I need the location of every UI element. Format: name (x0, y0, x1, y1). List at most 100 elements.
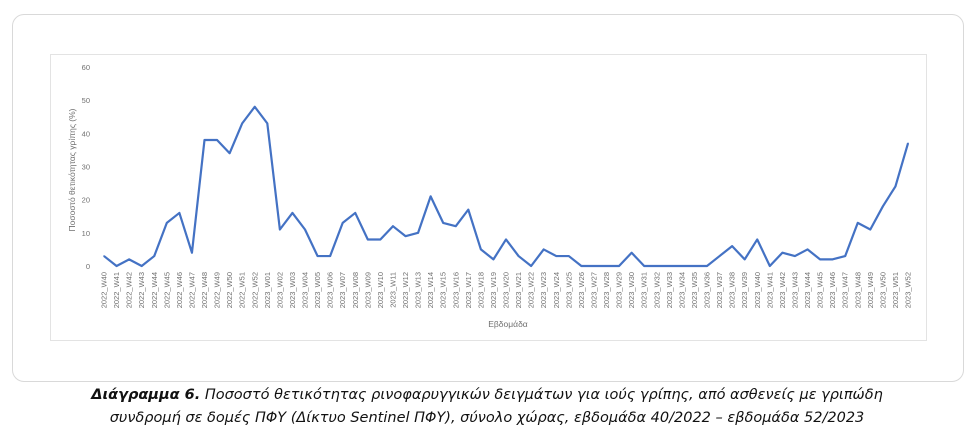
data-point (794, 255, 796, 257)
data-point (756, 238, 759, 241)
data-point (894, 185, 897, 188)
x-tick-label: 2023_W33 (665, 272, 674, 308)
caption-line-1: Διάγραμμα 6. Ποσοστό θετικότητας ρινοφαρ… (0, 384, 974, 407)
x-tick-label: 2022_W47 (187, 272, 196, 308)
data-point (279, 228, 281, 231)
data-point (140, 265, 143, 267)
data-point (166, 222, 168, 224)
data-point (706, 265, 708, 267)
x-tick-label: 2023_W17 (464, 272, 473, 308)
data-point (693, 265, 696, 267)
y-tick-label: 60 (82, 63, 90, 72)
x-tick-label: 2023_W50 (878, 272, 887, 308)
x-tick-label: 2023_W51 (891, 272, 900, 308)
x-tick-label: 2023_W42 (778, 272, 787, 308)
data-point (480, 248, 482, 251)
x-axis-ticks: 2022_W40 2022_W41 2022_W42 2022_W43 2022_W44… (100, 272, 913, 308)
data-point (115, 265, 118, 267)
x-tick-label: 2023_W04 (301, 272, 310, 308)
x-tick-label: 2023_W47 (841, 272, 850, 308)
data-point (907, 142, 909, 145)
data-point (392, 225, 394, 227)
data-point (417, 232, 419, 234)
data-point (769, 265, 771, 267)
x-tick-label: 2022_W46 (175, 272, 184, 308)
x-tick-label: 2023_W23 (539, 272, 548, 308)
x-tick-label: 2023_W27 (589, 272, 598, 308)
data-point (191, 251, 193, 254)
data-point (643, 265, 645, 267)
data-point (341, 222, 344, 224)
x-tick-label: 2023_W49 (866, 272, 875, 308)
data-point (555, 255, 558, 257)
x-tick-label: 2022_W50 (225, 272, 234, 308)
x-tick-label: 2023_W40 (753, 272, 762, 308)
data-point (429, 195, 432, 198)
x-tick-label: 2023_W25 (564, 272, 573, 308)
data-point (316, 255, 319, 257)
series-line (103, 105, 910, 268)
data-point (454, 225, 457, 227)
data-point (618, 265, 620, 267)
data-point (542, 248, 545, 251)
x-tick-label: 2022_W42 (125, 272, 134, 308)
x-tick-label: 2022_W44 (150, 272, 159, 308)
data-point (517, 255, 520, 257)
x-tick-label: 2023_W15 (439, 272, 448, 308)
x-tick-label: 2023_W48 (853, 272, 862, 308)
series-group (103, 105, 910, 268)
y-tick-label: 50 (82, 96, 90, 105)
data-point (882, 205, 884, 208)
data-point (103, 255, 105, 257)
x-tick-label: 2023_W44 (803, 272, 812, 308)
x-tick-label: 2023_W07 (338, 272, 347, 308)
x-tick-label: 2023_W28 (602, 272, 611, 308)
x-tick-label: 2023_W29 (615, 272, 624, 308)
x-tick-label: 2023_W37 (715, 272, 724, 308)
data-point (216, 139, 218, 141)
x-tick-label: 2022_W48 (200, 272, 209, 308)
x-tick-label: 2022_W51 (238, 272, 247, 308)
data-point (743, 258, 746, 261)
data-point (442, 222, 444, 224)
data-point (291, 212, 294, 214)
x-tick-label: 2023_W39 (740, 272, 749, 308)
x-tick-label: 2023_W41 (765, 272, 774, 308)
data-point (404, 235, 407, 237)
data-point (605, 265, 608, 267)
y-tick-label: 0 (86, 262, 90, 271)
x-axis-title: Εβδομάδα (488, 319, 528, 329)
data-point (831, 258, 834, 261)
x-tick-label: 2023_W10 (376, 272, 385, 308)
data-point (354, 212, 357, 214)
x-tick-label: 2023_W35 (690, 272, 699, 308)
data-point (379, 238, 382, 241)
data-point (178, 212, 181, 214)
data-point (593, 265, 595, 267)
x-tick-label: 2022_W45 (162, 272, 171, 308)
x-tick-label: 2022_W52 (250, 272, 259, 308)
x-tick-label: 2023_W13 (414, 272, 423, 308)
x-tick-label: 2023_W45 (816, 272, 825, 308)
x-tick-label: 2023_W43 (790, 272, 799, 308)
data-point (253, 106, 256, 108)
data-point (580, 265, 583, 267)
data-point (203, 139, 206, 141)
x-tick-label: 2023_W11 (388, 272, 397, 308)
x-tick-label: 2023_W30 (627, 272, 636, 308)
data-point (266, 122, 269, 125)
x-tick-label: 2023_W14 (426, 272, 435, 308)
data-point (568, 255, 570, 257)
x-tick-label: 2023_W19 (489, 272, 498, 308)
figure-caption: Διάγραμμα 6. Ποσοστό θετικότητας ρινοφαρ… (0, 384, 974, 430)
x-tick-label: 2023_W05 (313, 272, 322, 308)
y-tick-label: 30 (82, 163, 90, 172)
chart-frame (50, 54, 927, 341)
data-point (819, 258, 821, 261)
data-point (731, 245, 733, 247)
x-tick-label: 2022_W41 (112, 272, 121, 308)
data-point (492, 258, 495, 261)
data-point (241, 122, 243, 125)
data-point (367, 238, 369, 241)
